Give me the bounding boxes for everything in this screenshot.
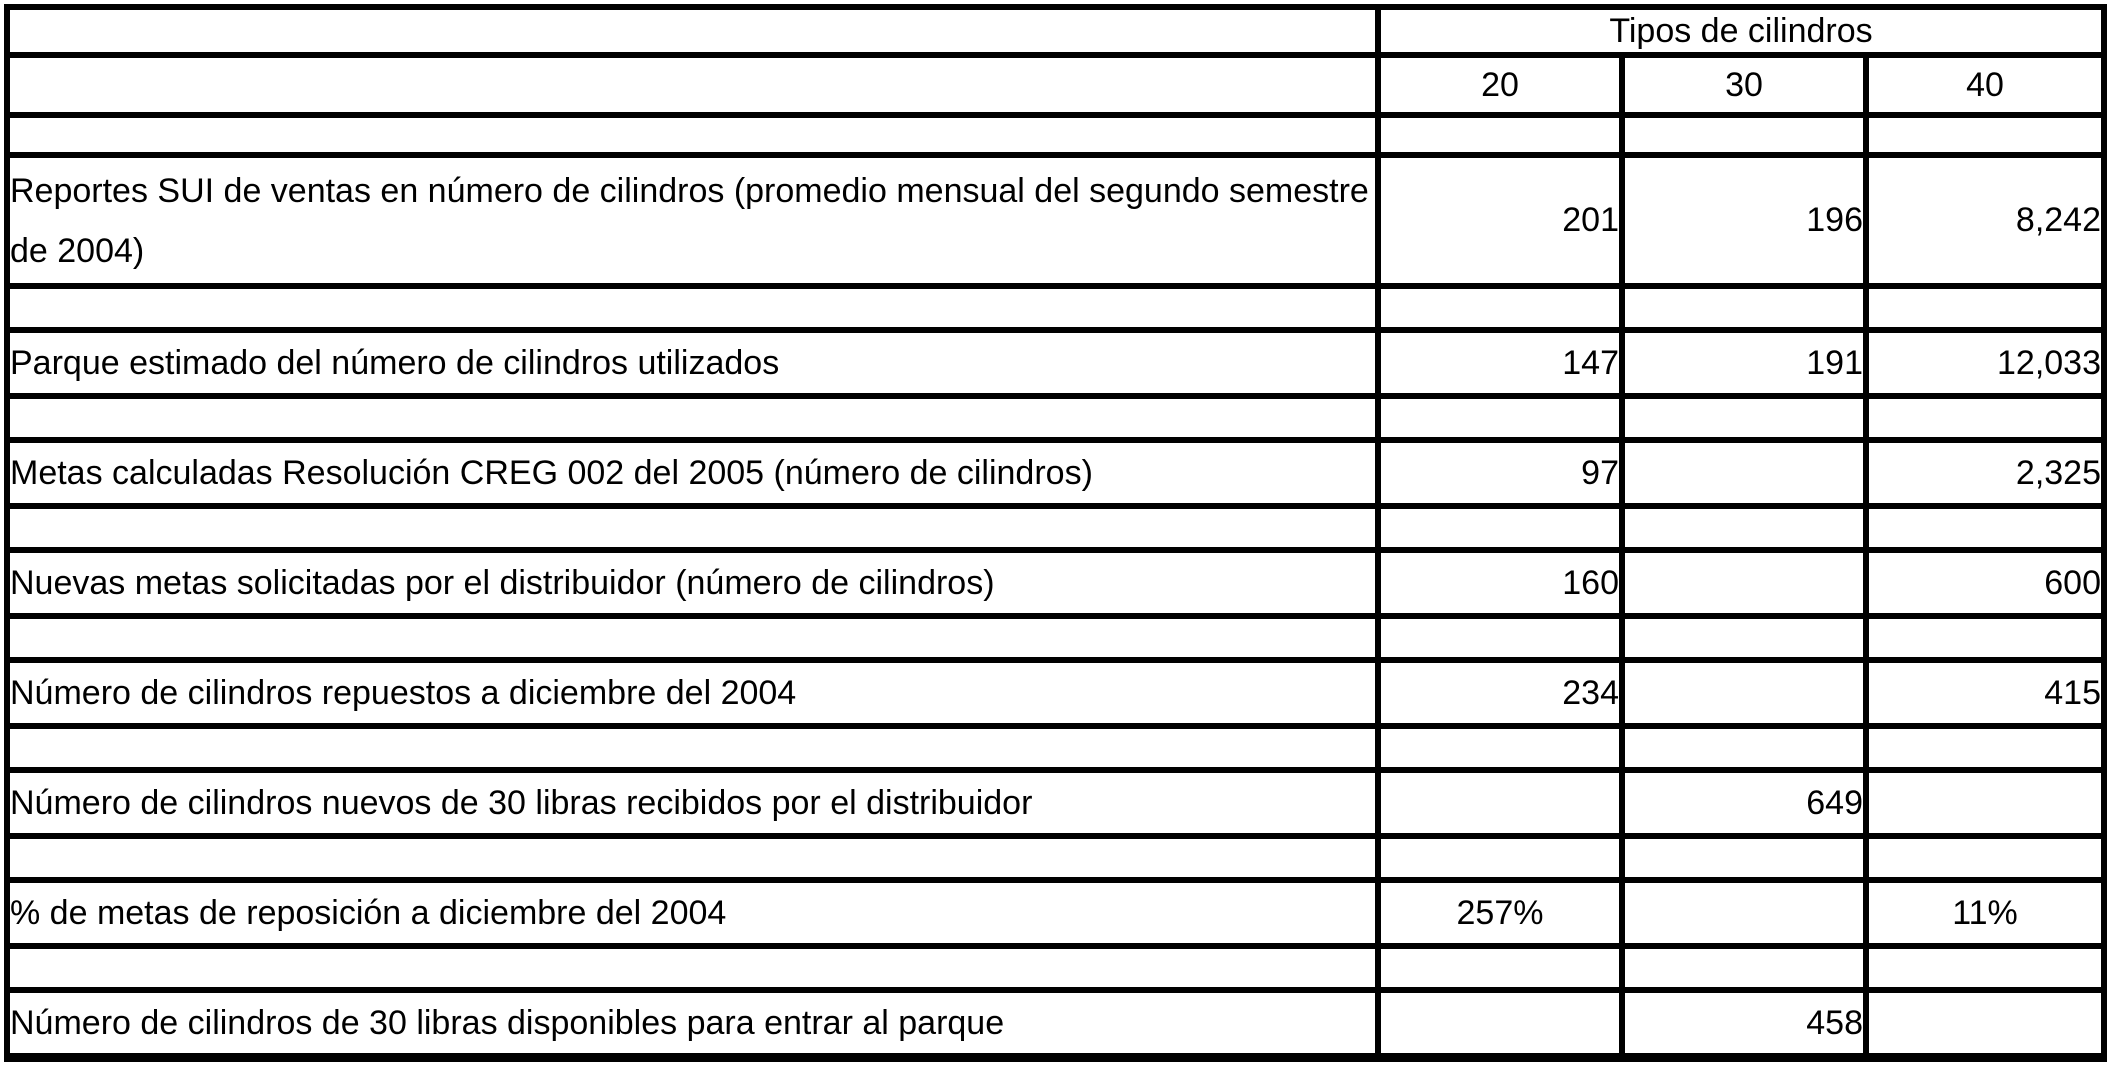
row-label: Reportes SUI de ventas en número de cili… [4, 152, 1381, 289]
spacer-row [4, 943, 2107, 993]
spacer-row [4, 833, 2107, 883]
table-title: Tipos de cilindros [1375, 4, 2107, 58]
row-label: Parque estimado del número de cilindros … [4, 327, 1381, 399]
spacer-row [4, 112, 2107, 158]
table-row: Número de cilindros nuevos de 30 libras … [4, 767, 2107, 839]
cell-value: 234 [1375, 657, 1625, 729]
cell-value: 600 [1863, 547, 2107, 619]
spacer-row [4, 503, 2107, 553]
cylinder-types-table: Tipos de cilindros 20 30 40 Reportes SUI… [4, 4, 2107, 1062]
cell-value: 201 [1375, 152, 1625, 289]
spacer-cell [1619, 283, 1869, 333]
spacer-cell [1863, 283, 2107, 333]
spacer-cell [1619, 613, 1869, 663]
table-title-row: Tipos de cilindros [4, 4, 2107, 58]
spreadsheet-region: Tipos de cilindros 20 30 40 Reportes SUI… [4, 4, 2107, 1062]
spacer-cell [4, 283, 1381, 333]
row-label: Número de cilindros de 30 libras disponi… [4, 987, 1381, 1062]
cell-value [1619, 877, 1869, 949]
cell-value [1619, 657, 1869, 729]
spacer-cell [1863, 112, 2107, 158]
cell-value: 147 [1375, 327, 1625, 399]
table-row: % de metas de reposición a diciembre del… [4, 877, 2107, 949]
blank-corner [4, 4, 1381, 58]
spacer-cell [1375, 393, 1625, 443]
cell-value: 415 [1863, 657, 2107, 729]
table-row: Metas calculadas Resolución CREG 002 del… [4, 437, 2107, 509]
column-header-30: 30 [1619, 52, 1869, 118]
row-label: Número de cilindros nuevos de 30 libras … [4, 767, 1381, 839]
cell-value [1863, 987, 2107, 1062]
column-header-20: 20 [1375, 52, 1625, 118]
cell-value: 97 [1375, 437, 1625, 509]
row-label: Metas calculadas Resolución CREG 002 del… [4, 437, 1381, 509]
spacer-cell [4, 393, 1381, 443]
spacer-cell [1863, 833, 2107, 883]
row-label: % de metas de reposición a diciembre del… [4, 877, 1381, 949]
spacer-row [4, 723, 2107, 773]
cell-value: 458 [1619, 987, 1869, 1062]
spacer-cell [1619, 503, 1869, 553]
cell-value [1619, 547, 1869, 619]
spacer-row [4, 283, 2107, 333]
spacer-cell [1863, 943, 2107, 993]
spacer-row [4, 613, 2107, 663]
spacer-cell [4, 723, 1381, 773]
table-row: Número de cilindros de 30 libras disponi… [4, 987, 2107, 1062]
spacer-cell [1863, 723, 2107, 773]
spacer-cell [4, 613, 1381, 663]
cell-value [1863, 767, 2107, 839]
column-header-row: 20 30 40 [4, 52, 2107, 118]
row-label: Número de cilindros repuestos a diciembr… [4, 657, 1381, 729]
spacer-cell [1375, 833, 1625, 883]
table-row: Parque estimado del número de cilindros … [4, 327, 2107, 399]
cell-value: 649 [1619, 767, 1869, 839]
cell-value: 12,033 [1863, 327, 2107, 399]
spacer-cell [1375, 503, 1625, 553]
cell-value [1375, 767, 1625, 839]
table-row: Número de cilindros repuestos a diciembr… [4, 657, 2107, 729]
spacer-cell [1375, 613, 1625, 663]
spacer-cell [4, 833, 1381, 883]
cell-value: 191 [1619, 327, 1869, 399]
spacer-row [4, 393, 2107, 443]
cell-value: 160 [1375, 547, 1625, 619]
spacer-cell [1863, 503, 2107, 553]
table-row: Reportes SUI de ventas en número de cili… [4, 152, 2107, 289]
cell-value [1619, 437, 1869, 509]
cell-value: 8,242 [1863, 152, 2107, 289]
spacer-cell [1619, 393, 1869, 443]
spacer-cell [1619, 112, 1869, 158]
column-header-40: 40 [1863, 52, 2107, 118]
row-label: Nuevas metas solicitadas por el distribu… [4, 547, 1381, 619]
spacer-cell [1375, 943, 1625, 993]
blank-corner [4, 52, 1381, 118]
cell-value: 196 [1619, 152, 1869, 289]
spacer-cell [1375, 283, 1625, 333]
cell-value [1375, 987, 1625, 1062]
spacer-cell [4, 503, 1381, 553]
cell-value: 11% [1863, 877, 2107, 949]
spacer-cell [4, 943, 1381, 993]
spacer-cell [1619, 833, 1869, 883]
spacer-cell [1619, 943, 1869, 993]
cell-value: 257% [1375, 877, 1625, 949]
spacer-cell [1375, 112, 1625, 158]
blank-corner [4, 112, 1381, 158]
cell-value: 2,325 [1863, 437, 2107, 509]
table-row: Nuevas metas solicitadas por el distribu… [4, 547, 2107, 619]
spacer-cell [1863, 393, 2107, 443]
spacer-cell [1619, 723, 1869, 773]
spacer-cell [1863, 613, 2107, 663]
spacer-cell [1375, 723, 1625, 773]
